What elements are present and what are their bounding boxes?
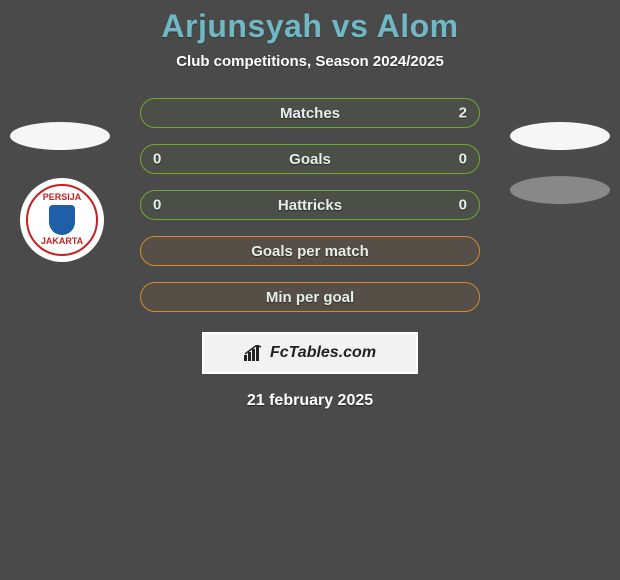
- stat-row-goals-per-match: Goals per match: [140, 236, 480, 266]
- stat-row-hattricks: 0 Hattricks 0: [140, 190, 480, 220]
- stat-right-value: 0: [459, 151, 467, 168]
- stat-label: Goals: [289, 151, 331, 168]
- stat-row-matches: Matches 2: [140, 98, 480, 128]
- stat-label: Goals per match: [251, 243, 369, 260]
- stat-label: Matches: [280, 105, 340, 122]
- player-right-avatar-placeholder: [510, 122, 610, 150]
- stat-right-value: 2: [459, 105, 467, 122]
- snapshot-date: 21 february 2025: [0, 392, 620, 410]
- subtitle: Club competitions, Season 2024/2025: [0, 53, 620, 70]
- stat-row-min-per-goal: Min per goal: [140, 282, 480, 312]
- crest-top-text: PERSIJA: [43, 193, 82, 203]
- stat-left-value: 0: [153, 151, 161, 168]
- player-left-club-crest: PERSIJA JAKARTA: [20, 178, 104, 262]
- brand-watermark: FcTables.com: [202, 332, 418, 374]
- crest-shield-icon: [49, 205, 75, 235]
- player-right-club-placeholder: [510, 176, 610, 204]
- bar-chart-icon: [244, 345, 264, 361]
- page-title: Arjunsyah vs Alom: [0, 8, 620, 45]
- stats-list: Matches 2 0 Goals 0 0 Hattricks 0 Goals …: [140, 98, 480, 312]
- stat-label: Min per goal: [266, 289, 354, 306]
- stat-label: Hattricks: [278, 197, 342, 214]
- player-left-avatar-placeholder: [10, 122, 110, 150]
- stat-right-value: 0: [459, 197, 467, 214]
- stat-left-value: 0: [153, 197, 161, 214]
- stat-row-goals: 0 Goals 0: [140, 144, 480, 174]
- comparison-card: Arjunsyah vs Alom Club competitions, Sea…: [0, 0, 620, 410]
- brand-text: FcTables.com: [270, 344, 376, 362]
- crest-bottom-text: JAKARTA: [41, 237, 83, 247]
